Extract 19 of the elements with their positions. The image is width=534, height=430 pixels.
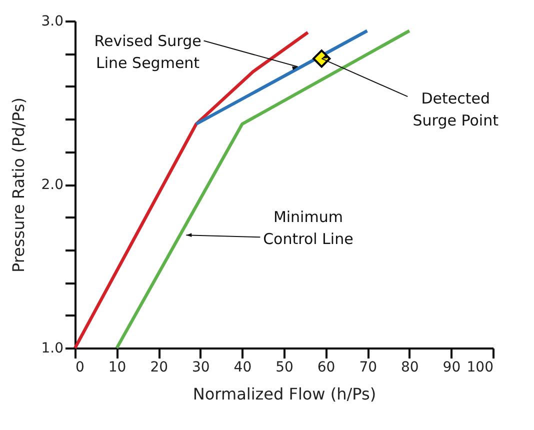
x-axis-title: Normalized Flow (h/Ps) [192, 384, 376, 404]
x-tick-label: 80 [400, 360, 419, 376]
annotation: Minimum Control Line [263, 208, 354, 248]
annotation: Detected Surge Point [412, 90, 499, 130]
x-tick-label: 0 [76, 360, 84, 376]
x-tick-label: 20 [150, 360, 168, 376]
y-axis-title: Pressure Ratio (Pd/Ps) [9, 98, 28, 272]
x-tick-label: 70 [359, 360, 378, 376]
annotation: Revised Surge Line Segment [94, 32, 202, 72]
x-tick-label: 60 [317, 360, 336, 376]
x-tick-label: 100 [466, 360, 494, 376]
y-tick-label: 2.0 [41, 177, 64, 193]
x-tick-label: 50 [276, 360, 294, 376]
x-tick-label: 30 [192, 360, 210, 376]
x-tick-label: 40 [234, 360, 252, 376]
y-tick-label: 1.0 [41, 340, 64, 356]
y-tick-label: 3.0 [41, 14, 64, 30]
x-tick-label: 90 [442, 360, 461, 376]
x-tick-label: 10 [108, 360, 126, 376]
